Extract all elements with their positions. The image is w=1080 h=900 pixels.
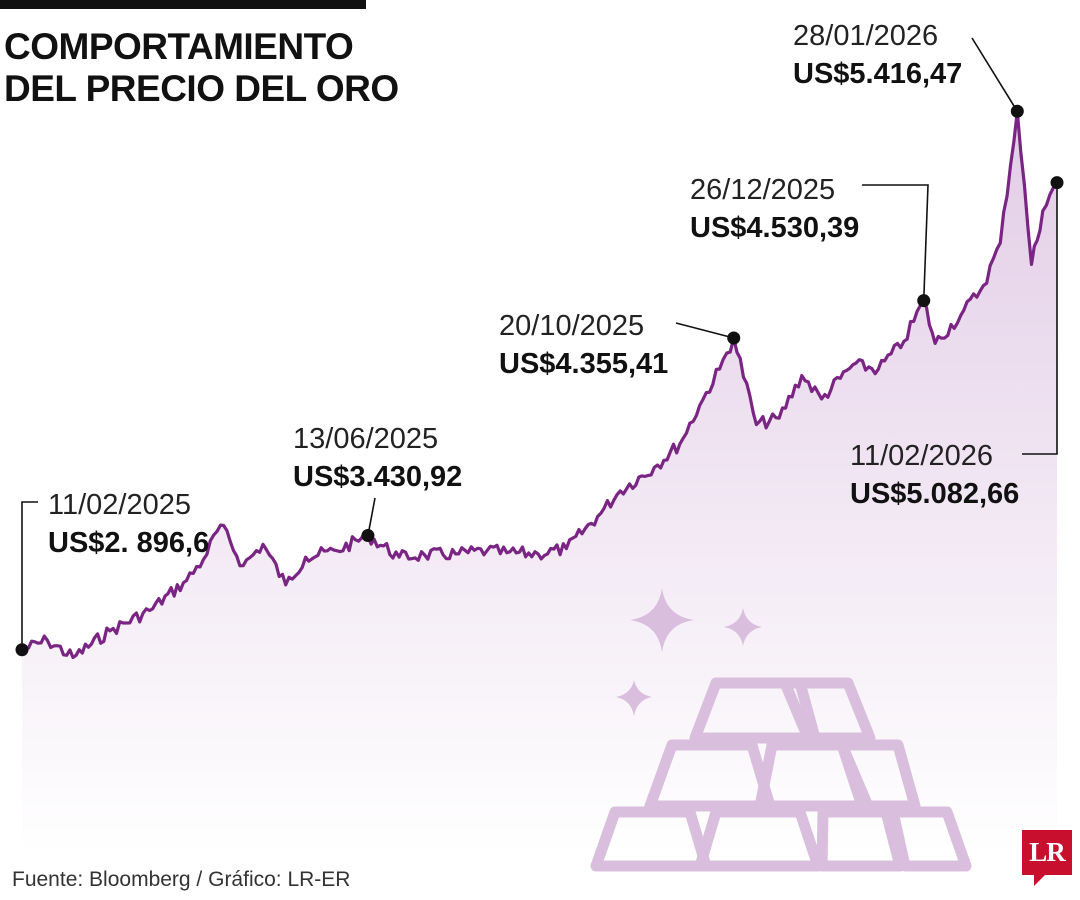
price-line <box>21 109 1059 660</box>
annotation-value: US$4.530,39 <box>690 212 859 244</box>
annotation-date: 26/12/2025 <box>690 174 835 206</box>
lr-logo: LR <box>1022 830 1072 875</box>
annotation-point <box>917 294 931 308</box>
annotation-date: 11/02/2026 <box>850 440 993 472</box>
annotation-point <box>727 331 741 345</box>
annotation-leader <box>675 322 734 339</box>
top-rule <box>0 0 366 9</box>
annotation-point <box>1050 176 1064 190</box>
chart-title-line-1: COMPORTAMIENTO <box>4 26 354 67</box>
annotation-point <box>361 529 375 543</box>
annotation-1: 11/02/2025 US$2. 896,6 <box>15 489 209 657</box>
annotation-leader <box>971 37 1018 112</box>
price-area <box>22 111 1057 853</box>
annotation-date: 20/10/2025 <box>499 310 644 342</box>
source-note: Fuente: Bloomberg / Gráfico: LR-ER <box>12 868 351 891</box>
annotation-leader <box>862 184 929 301</box>
annotation-value: US$3.430,92 <box>293 461 462 493</box>
annotation-value: US$4.355,41 <box>499 348 668 380</box>
annotation-point <box>1010 104 1024 118</box>
gold-bars-icon <box>590 677 972 872</box>
annotations: 11/02/2025 US$2. 896,6 13/06/2025 US$3.430,… <box>15 20 1064 657</box>
annotation-date: 28/01/2026 <box>793 20 938 52</box>
chart-title: COMPORTAMIENTO DEL PRECIO DEL ORO <box>4 26 399 110</box>
annotation-4: 26/12/2025 US$4.530,39 <box>690 174 931 308</box>
annotation-value: US$5.416,47 <box>793 58 962 90</box>
annotation-leader <box>1022 182 1058 455</box>
annotation-3: 20/10/2025 US$4.355,41 <box>499 310 741 380</box>
lr-logo-tail <box>1034 874 1046 886</box>
annotation-leader <box>21 501 38 650</box>
chart-title-line-2: DEL PRECIO DEL ORO <box>4 68 399 109</box>
annotation-value: US$2. 896,6 <box>48 527 209 559</box>
sparkle-icon <box>616 588 762 716</box>
annotation-point <box>15 643 29 657</box>
annotation-2: 13/06/2025 US$3.430,92 <box>293 423 462 543</box>
annotation-date: 11/02/2025 <box>48 489 191 521</box>
annotation-date: 13/06/2025 <box>293 423 438 455</box>
annotation-6: 11/02/2026 US$5.082,66 <box>850 176 1064 510</box>
annotation-value: US$5.082,66 <box>850 478 1019 510</box>
annotation-5: 28/01/2026 US$5.416,47 <box>793 20 1024 118</box>
